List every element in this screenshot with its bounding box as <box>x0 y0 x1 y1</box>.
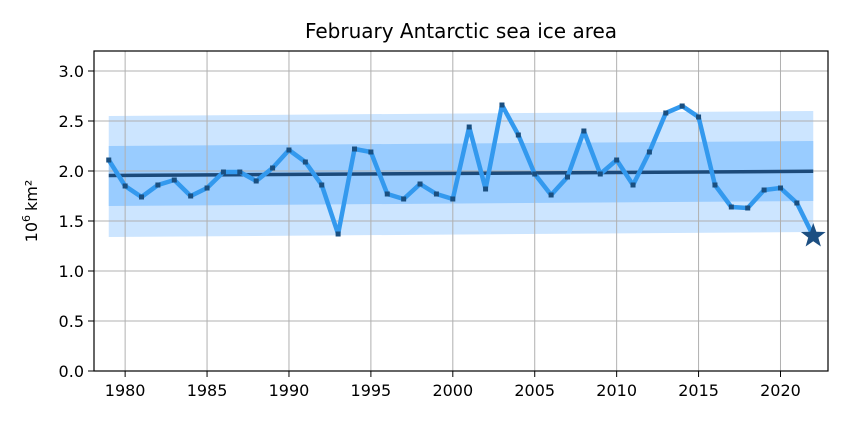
highlight-star <box>800 223 826 247</box>
data-point <box>581 128 587 134</box>
ylabel-unit: km² <box>22 180 41 211</box>
data-point <box>777 185 783 191</box>
y-tick-label: 1.0 <box>59 262 84 281</box>
data-point <box>335 231 341 237</box>
data-point <box>286 147 292 153</box>
x-tick-label: 1990 <box>269 381 310 400</box>
data-point <box>450 196 456 202</box>
x-tick-label: 1985 <box>187 381 228 400</box>
data-point <box>515 132 521 138</box>
x-axis-ticks: 1980 1985 1990 1995 2000 2005 2010 2015 2020 <box>105 371 801 400</box>
plot-frame <box>93 50 829 372</box>
data-point <box>220 169 226 175</box>
data-point <box>663 110 669 116</box>
data-point <box>302 159 308 165</box>
x-tick-label: 1980 <box>105 381 146 400</box>
data-point <box>106 157 112 163</box>
data-point <box>728 204 734 210</box>
data-point <box>155 182 161 188</box>
data-point <box>139 194 145 200</box>
data-point <box>253 178 259 184</box>
data-point <box>712 182 718 188</box>
data-point <box>188 193 194 199</box>
data-point <box>646 149 652 155</box>
data-point <box>483 186 489 192</box>
y-axis-label: 106 km² <box>20 180 41 243</box>
ylabel-base: 10 <box>22 222 41 242</box>
x-tick-label: 2015 <box>678 381 719 400</box>
data-point <box>614 157 620 163</box>
data-point <box>368 149 374 155</box>
series-line <box>106 102 816 239</box>
data-point <box>433 191 439 197</box>
ylabel-exp: 6 <box>20 215 33 222</box>
trend-line-group <box>108 169 814 178</box>
data-point <box>499 102 505 108</box>
data-point <box>696 114 702 120</box>
y-tick-label: 2.5 <box>59 112 84 131</box>
data-point <box>417 181 423 187</box>
trend-line <box>108 169 814 178</box>
data-point <box>745 205 751 211</box>
chart-title: February Antarctic sea ice area <box>305 19 617 43</box>
y-axis-ticks: 0.0 0.5 1.0 1.5 2.0 2.5 3.0 <box>59 62 94 381</box>
x-tick-label: 2020 <box>760 381 801 400</box>
data-point <box>384 191 390 197</box>
y-tick-label: 3.0 <box>59 62 84 81</box>
data-point <box>204 185 210 191</box>
data-point <box>171 177 177 183</box>
data-point <box>564 174 570 180</box>
data-point <box>237 169 243 175</box>
data-point <box>122 183 128 189</box>
x-tick-label: 2005 <box>514 381 555 400</box>
data-point <box>597 171 603 177</box>
data-point <box>466 124 472 130</box>
highlight-group <box>800 223 826 247</box>
y-tick-label: 1.5 <box>59 212 84 231</box>
data-point <box>679 103 685 109</box>
data-point <box>794 200 800 206</box>
y-tick-label: 0.5 <box>59 312 84 331</box>
data-point <box>270 165 276 171</box>
y-tick-label: 0.0 <box>59 362 84 381</box>
y-tick-label: 2.0 <box>59 162 84 181</box>
data-point <box>548 192 554 198</box>
x-tick-label: 1995 <box>351 381 392 400</box>
data-point <box>630 182 636 188</box>
data-point <box>319 182 325 188</box>
data-point <box>352 146 358 152</box>
data-point <box>401 196 407 202</box>
data-point <box>532 171 538 177</box>
data-points <box>106 102 800 237</box>
x-tick-label: 2000 <box>432 381 473 400</box>
x-tick-label: 2010 <box>596 381 637 400</box>
data-point <box>761 187 767 193</box>
series-group <box>106 102 816 239</box>
